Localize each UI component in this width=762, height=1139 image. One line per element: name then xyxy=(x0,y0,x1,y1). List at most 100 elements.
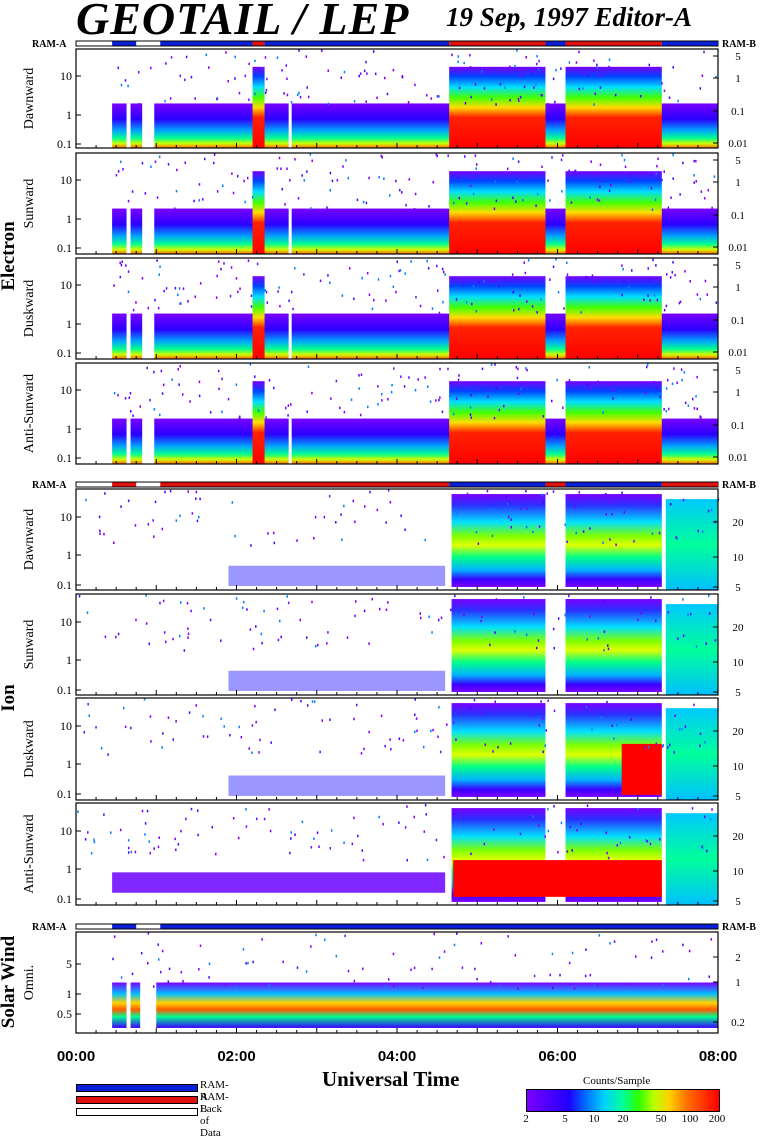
speckle xyxy=(104,635,107,639)
status-segment xyxy=(565,41,662,46)
y2-tick-label: 0.01 xyxy=(728,242,747,254)
speckle xyxy=(400,375,402,378)
speckle xyxy=(663,308,666,312)
speckle xyxy=(135,618,137,622)
y2-tick-label: 5 xyxy=(735,365,741,377)
speckle xyxy=(469,66,472,69)
status-segment xyxy=(160,482,450,487)
speckle xyxy=(603,600,606,603)
y2-tick-label: 0.01 xyxy=(728,347,747,359)
speckle xyxy=(165,287,168,290)
legend-label: RAM-B xyxy=(200,1091,229,1115)
speckle xyxy=(442,300,444,304)
speckle xyxy=(300,699,302,703)
speckle xyxy=(115,635,117,639)
speckle xyxy=(180,829,182,833)
speckle xyxy=(408,376,410,379)
colorbar-tick: 50 xyxy=(655,1113,667,1125)
speckle xyxy=(436,264,438,268)
speckle xyxy=(576,829,578,832)
speckle xyxy=(547,699,549,702)
speckle xyxy=(221,410,223,414)
speckle xyxy=(679,193,681,196)
speckle xyxy=(164,99,166,103)
speckle xyxy=(546,102,549,106)
speckle xyxy=(177,368,180,371)
speckle xyxy=(518,307,520,311)
speckle xyxy=(665,409,668,413)
speckle xyxy=(590,160,592,163)
speckle xyxy=(209,618,212,622)
speckle xyxy=(568,594,570,598)
speckle xyxy=(408,178,411,181)
y-tick-label: 10 xyxy=(60,824,72,838)
speckle xyxy=(427,385,429,388)
speckle xyxy=(419,616,422,620)
speckle xyxy=(464,102,467,105)
speckle xyxy=(701,74,704,77)
group-label-ion: Ion xyxy=(0,684,19,712)
speckle xyxy=(457,176,459,179)
speckle xyxy=(206,735,209,738)
speckle xyxy=(495,199,498,203)
speckle xyxy=(499,82,502,86)
speckle xyxy=(637,807,640,811)
speckle xyxy=(589,196,591,199)
speckle xyxy=(326,642,328,645)
spectrogram-tail-region xyxy=(665,604,718,695)
speckle xyxy=(653,294,656,297)
speckle xyxy=(147,932,150,935)
speckle xyxy=(533,86,535,89)
speckle xyxy=(287,414,289,417)
speckle xyxy=(184,161,186,165)
speckle xyxy=(358,374,360,377)
speckle xyxy=(177,843,180,846)
speckle xyxy=(354,520,356,524)
speckle xyxy=(86,611,89,614)
speckle xyxy=(643,298,645,302)
speckle xyxy=(693,181,695,184)
speckle xyxy=(311,600,313,604)
legend-label: RAM-A xyxy=(200,1079,229,1103)
speckle xyxy=(235,277,238,280)
speckle xyxy=(490,98,493,101)
speckle xyxy=(647,267,649,270)
speckle xyxy=(568,61,571,64)
speckle xyxy=(542,502,545,505)
speckle xyxy=(542,750,544,754)
speckle xyxy=(571,951,574,955)
spectrogram-hot-region xyxy=(451,703,546,797)
speckle xyxy=(535,204,537,208)
speckle xyxy=(472,285,475,288)
speckle xyxy=(469,406,472,409)
speckle xyxy=(458,196,461,200)
speckle xyxy=(469,707,471,710)
speckle xyxy=(440,616,443,620)
speckle xyxy=(546,492,548,495)
speckle xyxy=(566,273,569,276)
speckle xyxy=(682,498,685,502)
speckle xyxy=(619,841,622,845)
speckle xyxy=(537,192,539,196)
speckle xyxy=(469,413,472,416)
speckle xyxy=(693,407,696,410)
speckle xyxy=(158,836,160,839)
speckle xyxy=(365,100,367,103)
speckle xyxy=(245,808,247,811)
speckle xyxy=(172,637,174,641)
speckle xyxy=(112,957,114,961)
speckle xyxy=(306,704,309,707)
speckle xyxy=(227,79,229,83)
speckle xyxy=(85,498,87,502)
speckle xyxy=(131,972,134,976)
speckle xyxy=(580,822,582,826)
speckle xyxy=(387,601,389,604)
speckle xyxy=(174,207,176,210)
speckle xyxy=(186,601,189,605)
data-gap xyxy=(126,363,131,464)
speckle xyxy=(87,702,89,706)
speckle xyxy=(625,982,627,986)
speckle xyxy=(263,817,266,821)
y2-tick-label: 5 xyxy=(735,687,741,699)
speckle xyxy=(667,206,670,210)
